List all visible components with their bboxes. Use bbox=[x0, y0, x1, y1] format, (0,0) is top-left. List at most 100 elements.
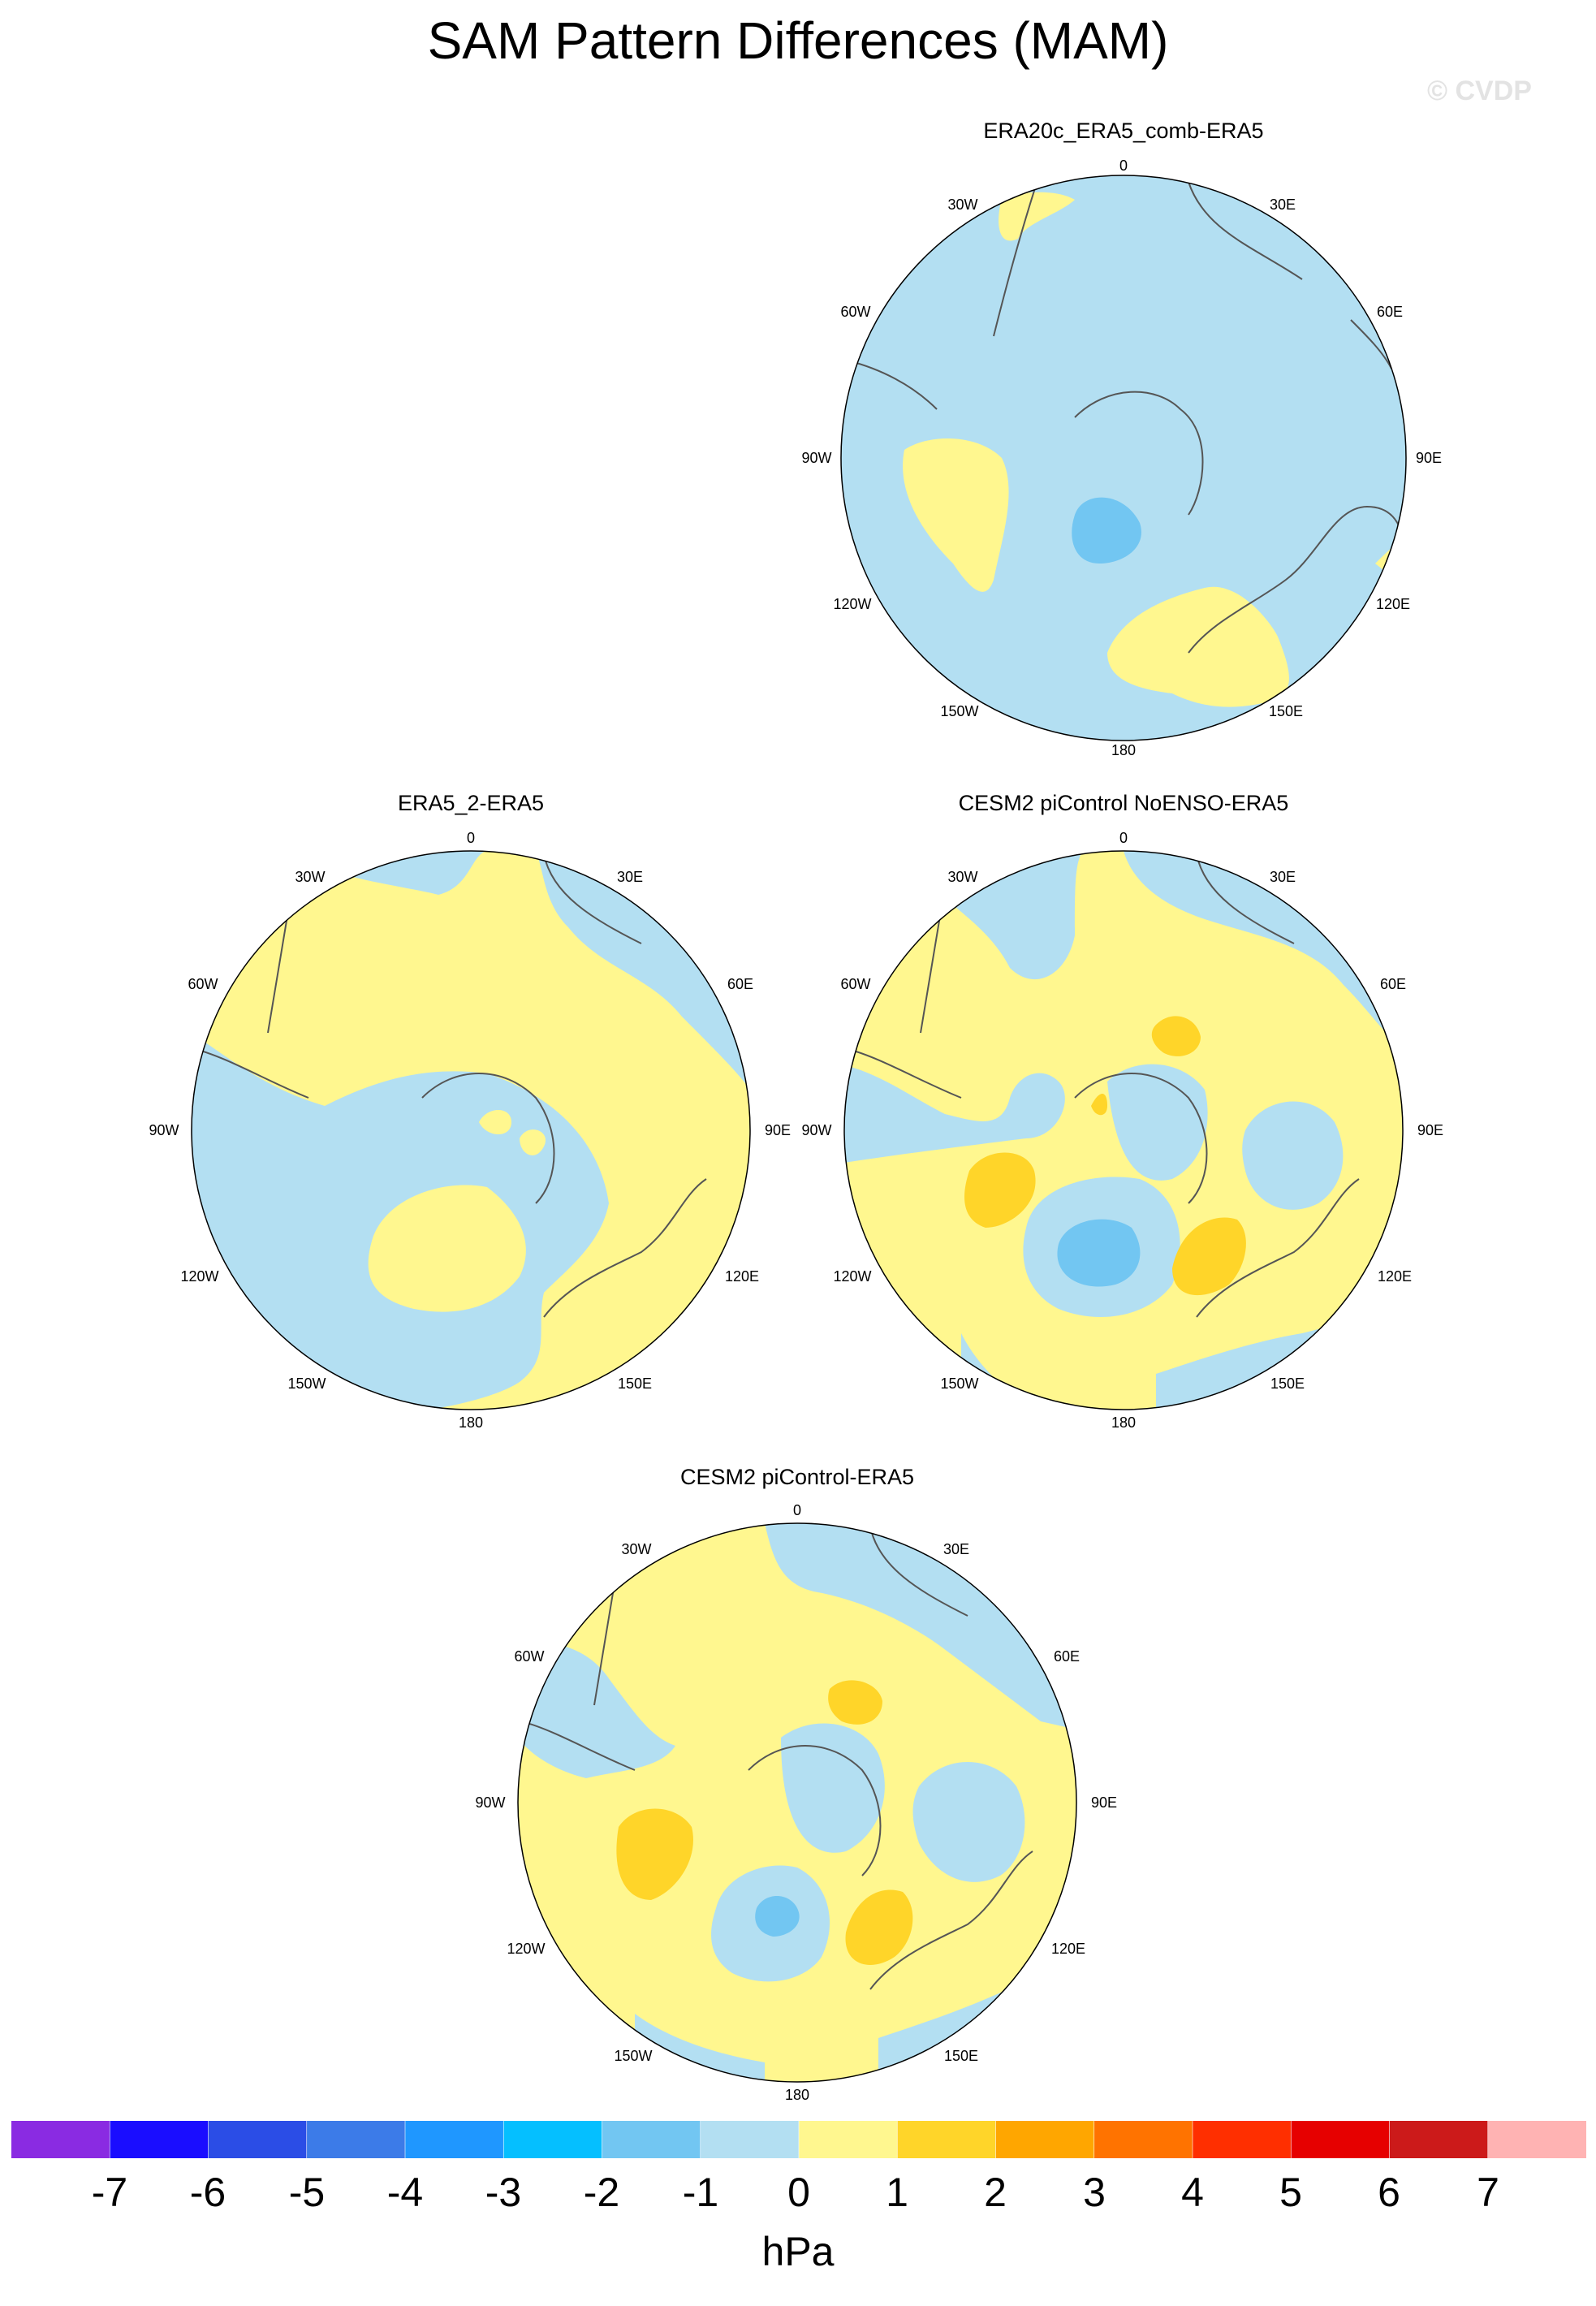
panel-title-era5-2: ERA5_2-ERA5 bbox=[397, 791, 545, 815]
colorbar-swatch bbox=[11, 2121, 110, 2158]
anomaly-contour bbox=[518, 1640, 675, 1778]
coastline bbox=[194, 853, 707, 1318]
colorbar-tick-label: -2 bbox=[583, 2170, 620, 2215]
lon-label: 0 bbox=[1119, 830, 1128, 846]
lon-label: 120W bbox=[507, 1941, 546, 1957]
lon-label: 0 bbox=[466, 830, 476, 846]
colorbar-tick-label: -3 bbox=[485, 2170, 522, 2215]
lon-label: 120W bbox=[833, 596, 872, 612]
colorbar-tick-label: 1 bbox=[886, 2170, 908, 2215]
colorbar-swatch bbox=[306, 2121, 406, 2158]
lon-label: 180 bbox=[458, 1414, 484, 1431]
anomaly-contour bbox=[912, 1762, 1025, 1882]
lon-label: 150W bbox=[940, 1375, 979, 1392]
lon-label: 120W bbox=[833, 1268, 872, 1285]
colorbar bbox=[11, 2121, 1586, 2158]
lon-label: 90W bbox=[801, 450, 832, 466]
lon-label: 60E bbox=[1379, 976, 1407, 992]
lon-label: 150W bbox=[287, 1375, 326, 1392]
colorbar-swatch bbox=[602, 2121, 701, 2158]
lon-label: 120E bbox=[1050, 1941, 1086, 1957]
lon-label: 90E bbox=[764, 1122, 792, 1138]
lon-label: 0 bbox=[1119, 158, 1128, 174]
lon-label: 0 bbox=[792, 1502, 802, 1518]
lon-label: 120E bbox=[724, 1268, 760, 1285]
lon-label: 180 bbox=[1111, 742, 1137, 758]
colorbar-swatch bbox=[1389, 2121, 1489, 2158]
colorbar-tick-label: 5 bbox=[1279, 2170, 1302, 2215]
anomaly-contour bbox=[999, 192, 1075, 241]
colorbar-tick-label: 2 bbox=[984, 2170, 1007, 2215]
lon-label: 180 bbox=[1111, 1414, 1137, 1431]
lon-label: 60W bbox=[840, 304, 871, 320]
panel-title-era20c: ERA20c_ERA5_comb-ERA5 bbox=[983, 119, 1264, 143]
colorbar-tick-label: -1 bbox=[682, 2170, 719, 2215]
lon-label: 150E bbox=[1270, 1375, 1305, 1392]
anomaly-contour bbox=[755, 1896, 800, 1937]
lon-label: 90W bbox=[801, 1122, 832, 1138]
lon-label: 90W bbox=[475, 1794, 506, 1811]
lon-label: 90W bbox=[149, 1122, 179, 1138]
coastline bbox=[847, 175, 1404, 654]
lon-label: 30E bbox=[943, 1541, 970, 1557]
lon-label: 120E bbox=[1377, 1268, 1413, 1285]
anomaly-contour bbox=[1172, 1217, 1246, 1296]
lon-label: 150E bbox=[943, 2048, 979, 2064]
lon-label: 30W bbox=[947, 196, 978, 213]
lon-label: 60E bbox=[727, 976, 754, 992]
anomaly-contour bbox=[1057, 1219, 1141, 1287]
colorbar-swatch bbox=[405, 2121, 504, 2158]
anomaly-contour bbox=[520, 1129, 546, 1155]
colorbar-swatch bbox=[110, 2121, 209, 2158]
colorbar-swatch bbox=[700, 2121, 800, 2158]
anomaly-contour bbox=[1091, 1094, 1107, 1116]
anomaly-contour bbox=[479, 1110, 511, 1134]
lon-label: 30W bbox=[295, 869, 326, 885]
colorbar-tick-label: -4 bbox=[386, 2170, 424, 2215]
polar-map-cesm2 bbox=[517, 1522, 1077, 2083]
anomaly-contour bbox=[781, 1723, 885, 1853]
lon-label: 150E bbox=[1268, 703, 1304, 719]
coastline bbox=[847, 853, 1360, 1318]
lon-label: 90E bbox=[1090, 1794, 1118, 1811]
colorbar-tick-label: 3 bbox=[1083, 2170, 1106, 2215]
colorbar-swatch bbox=[1193, 2121, 1292, 2158]
polar-map-era5-2 bbox=[191, 850, 751, 1410]
colorbar-swatch bbox=[995, 2121, 1095, 2158]
lon-label: 30E bbox=[616, 869, 644, 885]
panel-title-cesm2-noenso: CESM2 piControl NoENSO-ERA5 bbox=[958, 791, 1289, 815]
colorbar-tick-label: -7 bbox=[91, 2170, 128, 2215]
colorbar-swatch bbox=[799, 2121, 898, 2158]
lon-label: 180 bbox=[784, 2087, 810, 2103]
anomaly-contour bbox=[1151, 1016, 1201, 1056]
lon-label: 90E bbox=[1417, 1122, 1444, 1138]
lon-label: 150E bbox=[617, 1375, 653, 1392]
colorbar-swatch bbox=[208, 2121, 308, 2158]
anomaly-contour bbox=[1072, 497, 1141, 564]
lon-label: 60E bbox=[1053, 1648, 1081, 1665]
colorbar-tick-label: 4 bbox=[1181, 2170, 1204, 2215]
lon-label: 150W bbox=[940, 703, 979, 719]
colorbar-tick-label: 7 bbox=[1477, 2170, 1499, 2215]
anomaly-contour bbox=[828, 1680, 882, 1725]
lon-label: 30W bbox=[947, 869, 978, 885]
colorbar-swatch bbox=[1093, 2121, 1193, 2158]
anomaly-contour bbox=[1242, 1101, 1344, 1210]
lon-label: 60E bbox=[1376, 304, 1404, 320]
anomaly-contour bbox=[964, 1152, 1036, 1228]
colorbar-tick-label: -5 bbox=[288, 2170, 326, 2215]
lon-label: 60W bbox=[840, 976, 871, 992]
lon-label: 120W bbox=[180, 1268, 219, 1285]
lon-label: 90E bbox=[1415, 450, 1443, 466]
colorbar-swatch bbox=[897, 2121, 996, 2158]
polar-map-era20c bbox=[840, 175, 1407, 741]
lon-label: 30W bbox=[621, 1541, 652, 1557]
lon-label: 60W bbox=[188, 976, 218, 992]
colorbar-swatch bbox=[503, 2121, 602, 2158]
cvdp-watermark: © CVDP bbox=[1427, 76, 1532, 106]
lon-label: 30E bbox=[1269, 869, 1296, 885]
figure-title: SAM Pattern Differences (MAM) bbox=[427, 11, 1169, 70]
colorbar-tick-label: 0 bbox=[787, 2170, 810, 2215]
lon-label: 150W bbox=[614, 2048, 653, 2064]
anomaly-contour bbox=[368, 1185, 526, 1312]
